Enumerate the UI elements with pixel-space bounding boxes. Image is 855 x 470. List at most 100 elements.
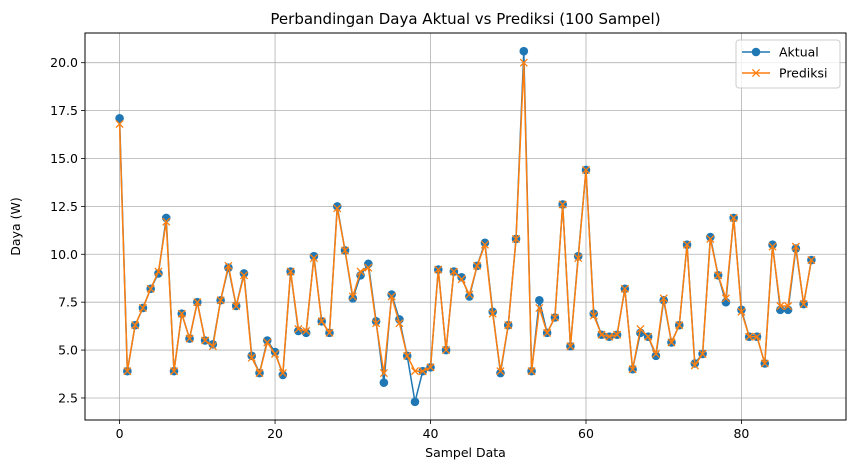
data-point-prediksi [566,342,575,351]
data-point-aktual [239,269,249,278]
data-point-prediksi [776,301,785,311]
data-point-prediksi [442,346,451,355]
data-point-prediksi [589,311,598,320]
data-point-prediksi [714,271,723,280]
x-tick-label: 0 [116,426,124,441]
y-tick-label: 20.0 [50,55,78,70]
data-point-prediksi [387,292,396,301]
y-tick-label: 17.5 [50,103,78,118]
data-point-prediksi [426,363,435,372]
chart-title: Perbandingan Daya Aktual vs Prediksi (10… [270,10,660,28]
y-tick-label: 5.0 [58,343,78,358]
legend-marker-aktual [751,47,761,57]
data-point-prediksi [201,336,210,345]
data-point-prediksi [799,300,808,309]
y-tick-label: 12.5 [50,199,78,214]
x-tick-label: 80 [733,426,749,441]
y-tick-label: 7.5 [58,295,78,310]
data-point-prediksi [504,321,513,330]
data-point-prediksi [511,234,521,244]
data-point-prediksi [752,332,762,341]
data-point-prediksi [185,334,194,343]
data-point-aktual [379,378,389,387]
data-point-prediksi [550,313,559,322]
data-point-aktual [706,232,715,242]
y-axis-ticks: 2.5 5.0 7.5 10.0 12.5 15.0 17.5 20.0 [50,55,85,405]
data-point-aktual [332,202,342,211]
data-point-prediksi [247,353,256,362]
data-point-aktual [457,272,466,282]
data-point-prediksi [177,309,186,318]
data-point-prediksi [488,309,497,318]
data-point-prediksi [449,267,458,276]
plot-area-frame [84,32,847,421]
data-point-aktual [309,251,319,261]
data-point-prediksi [675,321,684,330]
data-point-prediksi [232,301,241,311]
data-point-prediksi [636,324,645,334]
data-point-prediksi [317,317,326,326]
data-point-prediksi [410,367,420,376]
data-point-prediksi [535,303,544,312]
data-point-prediksi [224,261,233,270]
data-point-prediksi [597,330,606,339]
x-tick-label: 40 [423,426,439,441]
data-point-prediksi [690,361,699,370]
data-point-prediksi [270,349,280,358]
y-tick-label: 15.0 [50,151,78,166]
data-point-aktual [387,290,396,299]
data-point-prediksi [465,290,474,299]
data-point-prediksi [364,263,373,272]
data-point-aktual [262,336,272,345]
data-point-prediksi [418,367,427,376]
data-point-aktual [519,46,529,56]
data-point-prediksi [302,326,311,335]
data-point-aktual [465,292,474,301]
data-point-prediksi [682,240,692,249]
data-point-aktual [115,113,124,123]
y-tick-label: 2.5 [58,390,78,405]
data-point-prediksi [644,332,653,341]
data-point-prediksi [628,365,637,374]
legend: Aktual Prediksi [735,39,841,89]
data-point-prediksi [356,267,365,276]
data-point-prediksi [791,242,800,251]
data-point-aktual [410,397,420,407]
data-point-prediksi [239,271,249,280]
data-point-prediksi [620,284,629,293]
data-point-prediksi [737,307,746,316]
data-point-prediksi [706,234,715,244]
data-point-prediksi [169,367,179,376]
data-point-prediksi [340,246,350,255]
data-point-prediksi [760,359,769,368]
data-point-prediksi [651,349,661,358]
data-point-aktual [768,240,777,250]
data-point-aktual [278,370,288,380]
data-point-prediksi [294,324,303,334]
x-axis-label: Sampel Data [425,445,506,460]
data-point-prediksi [372,319,381,328]
data-point-prediksi [496,367,505,376]
legend-label-prediksi: Prediksi [779,66,828,81]
data-point-prediksi [613,330,622,339]
data-point-prediksi [768,242,777,251]
data-point-prediksi [581,165,591,175]
data-point-prediksi [721,294,730,303]
data-point-prediksi [154,267,163,276]
data-point-prediksi [745,332,754,341]
legend-x-marker [751,68,761,78]
data-point-aktual [480,238,490,248]
legend-marker-prediksi [751,68,761,78]
data-point-prediksi [543,328,552,337]
data-point-prediksi [115,119,124,129]
data-point-prediksi [519,58,528,67]
data-point-prediksi [659,294,668,303]
series-prediksi [115,58,816,378]
y-axis-label: Daya (W) [8,197,23,255]
data-point-prediksi [558,200,567,209]
data-point-prediksi [146,284,155,293]
data-point-prediksi [193,298,202,307]
data-point-prediksi [325,328,334,337]
